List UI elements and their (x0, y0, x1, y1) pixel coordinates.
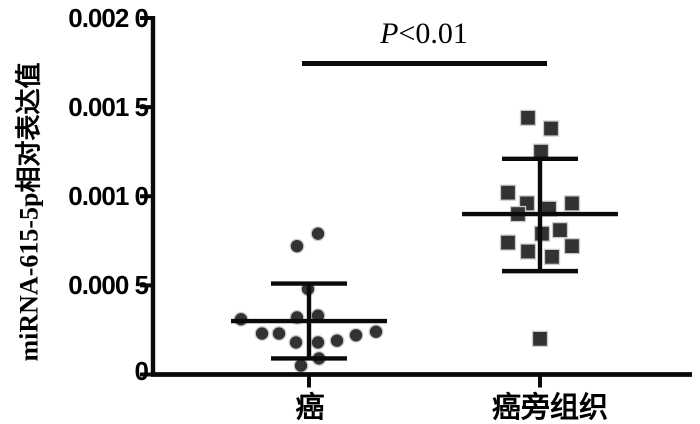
data-point-circle (310, 226, 326, 242)
p-value-annotation: P<0.01 (380, 17, 468, 51)
y-tick-label-0.0005: 0.000 5 (68, 270, 149, 300)
data-point-circle (368, 324, 384, 340)
y-tick-label-0.0020: 0.002 0 (68, 3, 149, 33)
data-point-square (499, 184, 517, 201)
data-point-square (542, 120, 560, 137)
data-point-square (499, 234, 517, 251)
y-tick-label-0: 0 (134, 356, 149, 386)
y-tick-label-0.0010: 0.001 0 (68, 181, 149, 211)
x-category-label-adjacent-tissue: 癌旁组织 (491, 392, 609, 424)
data-point-circle (289, 238, 305, 254)
data-point-circle (348, 327, 364, 343)
data-point-circle (310, 334, 326, 350)
data-point-circle (254, 326, 270, 341)
y-tick-label-0.0015: 0.001 5 (68, 92, 149, 122)
data-point-square (563, 195, 581, 212)
data-point-square (519, 243, 537, 260)
data-point-circle (271, 326, 287, 341)
data-point-square (531, 330, 549, 348)
data-point-circle (293, 358, 309, 374)
x-category-label-cancer: 癌 (295, 392, 325, 424)
data-point-square (543, 248, 561, 266)
p-symbol: P (380, 17, 399, 50)
p-value-text: <0.01 (398, 17, 468, 50)
data-point-circle (288, 334, 304, 350)
data-point-circle (329, 333, 345, 349)
data-point-square (519, 109, 537, 126)
data-point-square (563, 238, 581, 255)
data-point-square (551, 221, 569, 239)
